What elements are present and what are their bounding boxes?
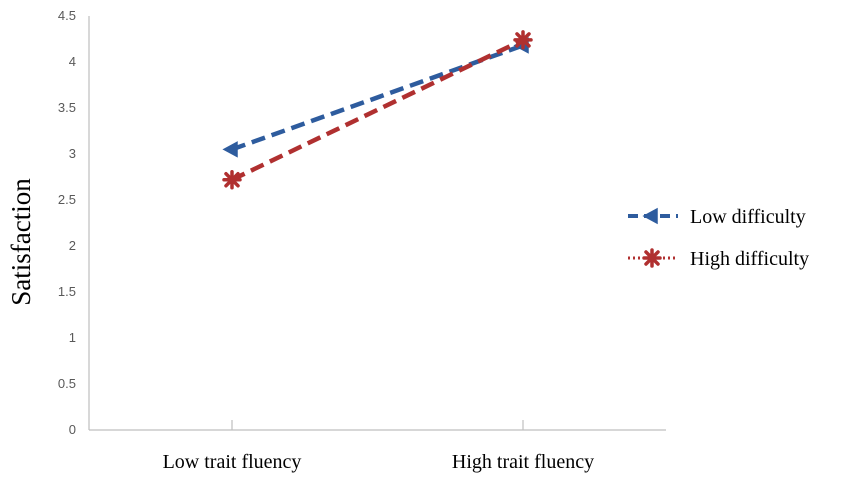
series-line [231, 43, 524, 152]
series-line [231, 37, 524, 182]
y-tick-label: 3 [69, 146, 76, 161]
y-tick-label: 1 [69, 330, 76, 345]
legend-label: High difficulty [690, 248, 809, 270]
y-tick-label: 1.5 [58, 284, 76, 299]
series-high-difficulty [222, 30, 533, 190]
legend-label: Low difficulty [690, 206, 806, 228]
data-point-marker [642, 248, 662, 268]
y-tick-label: 2.5 [58, 192, 76, 207]
legend: Low difficulty High difficulty [628, 206, 809, 270]
y-tick-label: 3.5 [58, 100, 76, 115]
legend-item: High difficulty [628, 248, 809, 270]
y-tick-label: 4.5 [58, 8, 76, 23]
y-tick-label: 2 [69, 238, 76, 253]
y-tick-label: 0.5 [58, 376, 76, 391]
data-point-marker [222, 141, 238, 158]
x-tick-label: Low trait fluency [163, 451, 302, 473]
x-axis-ticks: Low trait fluency High trait fluency [163, 420, 594, 473]
y-axis-label: Satisfaction [6, 178, 36, 306]
legend-item: Low difficulty [628, 206, 806, 228]
y-axis-ticks: 0 0.5 1 1.5 2 2.5 3 3.5 4 4.5 [58, 8, 76, 437]
data-point-marker [513, 30, 533, 50]
x-tick-label: High trait fluency [452, 451, 594, 473]
y-tick-label: 0 [69, 422, 76, 437]
data-point-marker [222, 170, 242, 190]
y-tick-label: 4 [69, 54, 76, 69]
series-low-difficulty [222, 37, 529, 158]
data-point-marker [642, 207, 658, 225]
series-group [222, 30, 533, 190]
